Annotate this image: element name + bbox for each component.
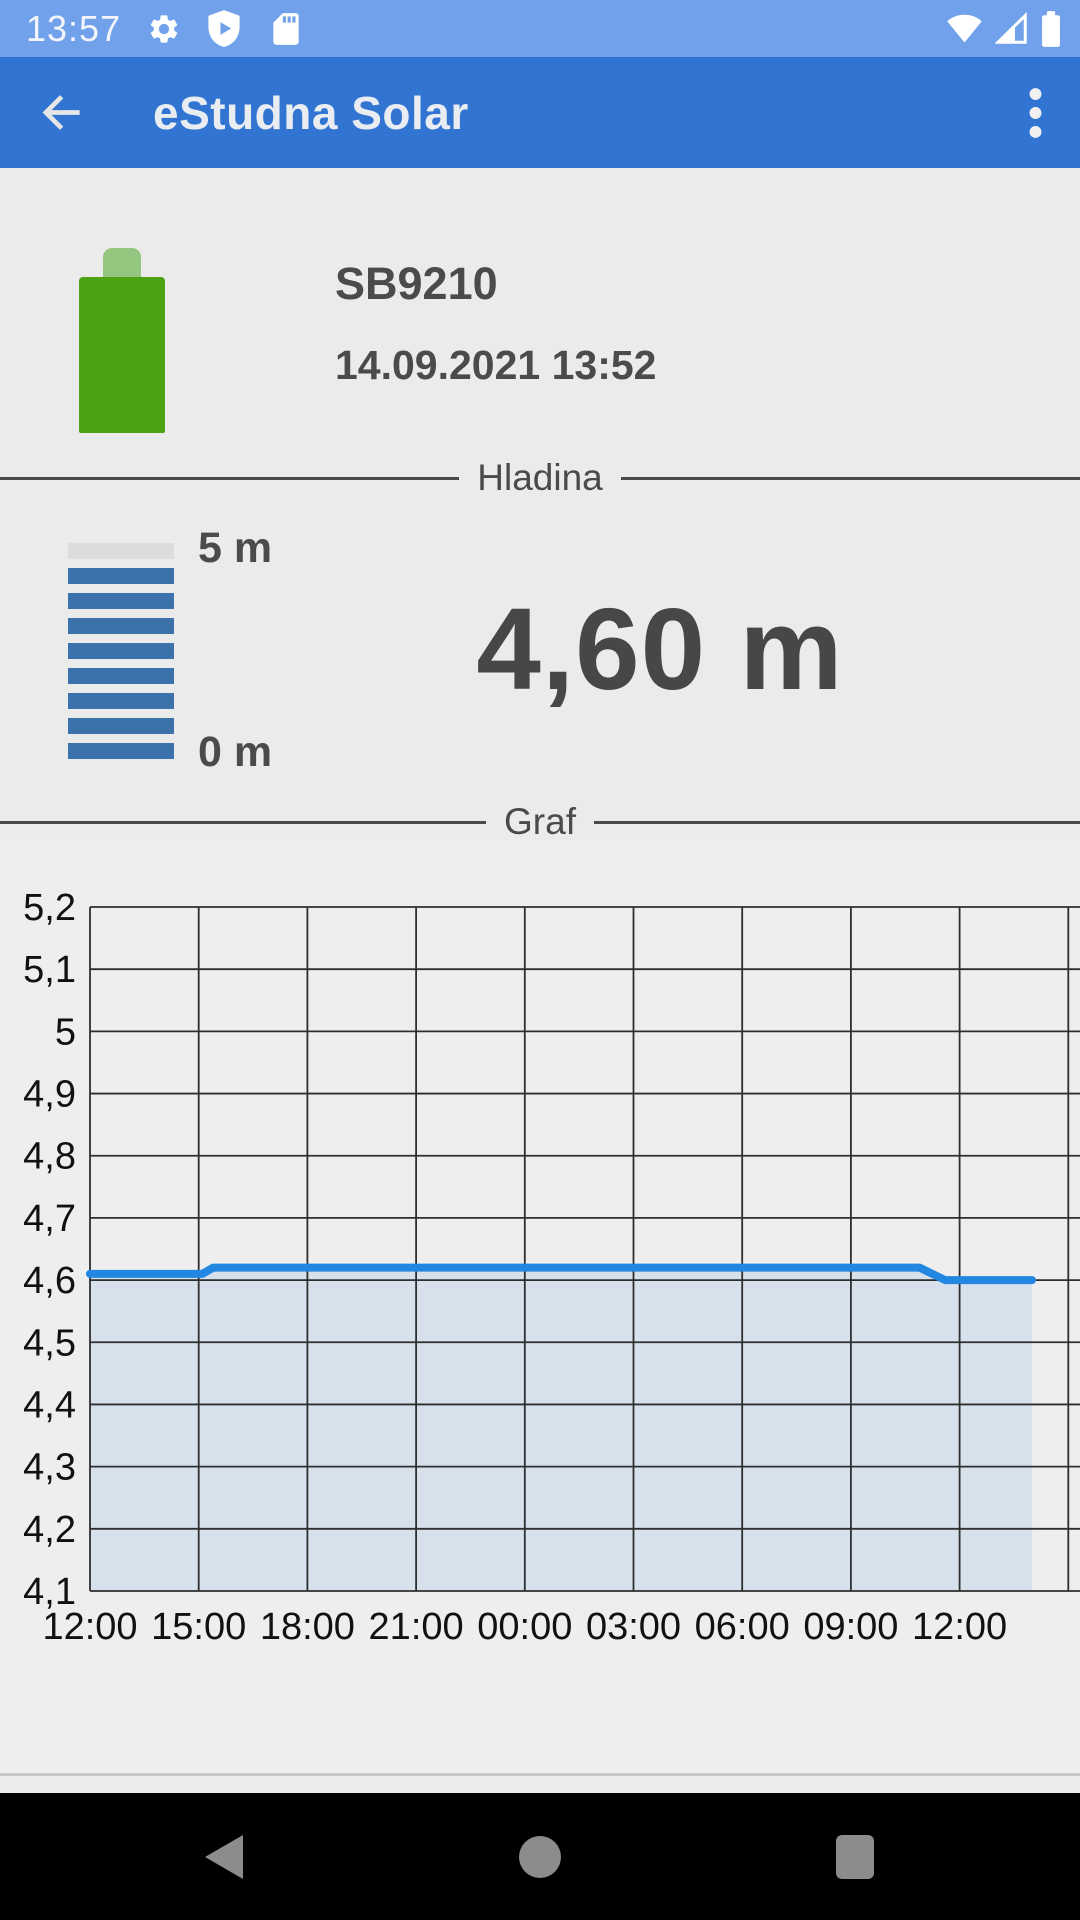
section-title-graph: Graf: [504, 801, 576, 842]
gauge-bar-filled: [68, 618, 174, 634]
x-axis-tick-label: 18:00: [260, 1606, 355, 1648]
gauge-bar-filled: [68, 643, 174, 659]
x-axis-tick-label: 06:00: [695, 1606, 790, 1648]
nav-back-button[interactable]: [205, 1835, 243, 1884]
back-button[interactable]: [38, 90, 83, 135]
settings-icon: [147, 12, 181, 46]
x-axis-tick-label: 00:00: [477, 1606, 572, 1648]
cell-signal-icon: [995, 12, 1028, 45]
status-time: 13:57: [26, 7, 122, 49]
battery-icon: [1040, 10, 1062, 47]
y-axis-tick-label: 4,8: [23, 1136, 76, 1178]
divider-line: [620, 476, 1080, 480]
arrow-left-icon: [42, 95, 80, 130]
x-axis-tick-label: 21:00: [369, 1606, 464, 1648]
device-battery-full-icon: [79, 248, 165, 434]
gauge-bar-filled: [68, 743, 174, 759]
section-title-level: Hladina: [477, 457, 603, 498]
y-axis-tick-label: 4,4: [23, 1384, 76, 1426]
status-bar: 13:57: [0, 0, 1080, 57]
gauge-bar-filled: [68, 668, 174, 684]
x-axis-tick-label: 09:00: [803, 1606, 898, 1648]
sd-card-icon: [267, 10, 305, 48]
level-max-label: 5 m: [198, 524, 273, 572]
x-axis-tick-label: 15:00: [151, 1606, 246, 1648]
gauge-bar-filled: [68, 693, 174, 709]
series-line: [86, 1263, 1037, 1285]
level-min-label: 0 m: [198, 728, 273, 776]
device-header: SB9210 14.09.2021 13:52: [335, 258, 656, 389]
y-axis-tick-label: 4,9: [23, 1074, 76, 1116]
y-axis-tick-label: 4,3: [23, 1447, 76, 1489]
gauge-bar-filled: [68, 593, 174, 609]
app-bar: eStudna Solar: [0, 57, 1080, 168]
kebab-menu-icon: [1029, 87, 1042, 138]
device-last-update: 14.09.2021 13:52: [335, 342, 657, 388]
device-battery-body: [79, 277, 165, 433]
level-gauge: [68, 543, 174, 768]
y-axis-tick-label: 4,1: [23, 1571, 76, 1613]
android-nav-bar: [0, 1793, 1080, 1920]
nav-home-button[interactable]: [519, 1836, 561, 1883]
gauge-bar-filled: [68, 568, 174, 584]
y-axis-tick-label: 4,6: [23, 1260, 76, 1302]
level-current-value: 4,60 m: [476, 584, 844, 714]
section-divider-level: Hladina: [0, 457, 1080, 498]
y-axis-tick-label: 5,1: [23, 949, 76, 991]
device-name: SB9210: [335, 258, 498, 309]
device-battery-cap: [103, 248, 141, 282]
overflow-menu-button[interactable]: [1029, 87, 1042, 138]
back-triangle-icon: [205, 1835, 243, 1879]
recents-square-icon: [836, 1835, 874, 1879]
x-axis-tick-label: 03:00: [586, 1606, 681, 1648]
x-axis-tick-label: 12:00: [42, 1606, 137, 1648]
page-title: eStudna Solar: [153, 86, 469, 139]
y-axis-tick-label: 5,2: [23, 887, 76, 929]
divider-line: [0, 820, 487, 824]
home-circle-icon: [519, 1836, 561, 1878]
divider-line: [0, 476, 460, 480]
x-axis-tick-label: 12:00: [912, 1606, 1007, 1648]
card-bottom-edge: [0, 1773, 1080, 1776]
y-axis-tick-label: 5: [55, 1011, 76, 1053]
gauge-bar-empty: [68, 543, 174, 559]
series-area-fill: [90, 1267, 1033, 1591]
wifi-icon: [946, 14, 983, 44]
gauge-bar-filled: [68, 718, 174, 734]
shield-play-icon: [207, 10, 241, 47]
divider-line: [593, 820, 1080, 824]
nav-recents-button[interactable]: [836, 1835, 874, 1884]
status-right-icons: [946, 10, 1062, 47]
level-history-chart[interactable]: 5,25,154,94,84,74,64,54,44,34,24,112:00 1…: [0, 875, 1080, 1660]
y-axis-tick-label: 4,5: [23, 1322, 76, 1364]
y-axis-tick-label: 4,2: [23, 1509, 76, 1551]
section-divider-graph: Graf: [0, 801, 1080, 842]
y-axis-tick-label: 4,7: [23, 1198, 76, 1240]
